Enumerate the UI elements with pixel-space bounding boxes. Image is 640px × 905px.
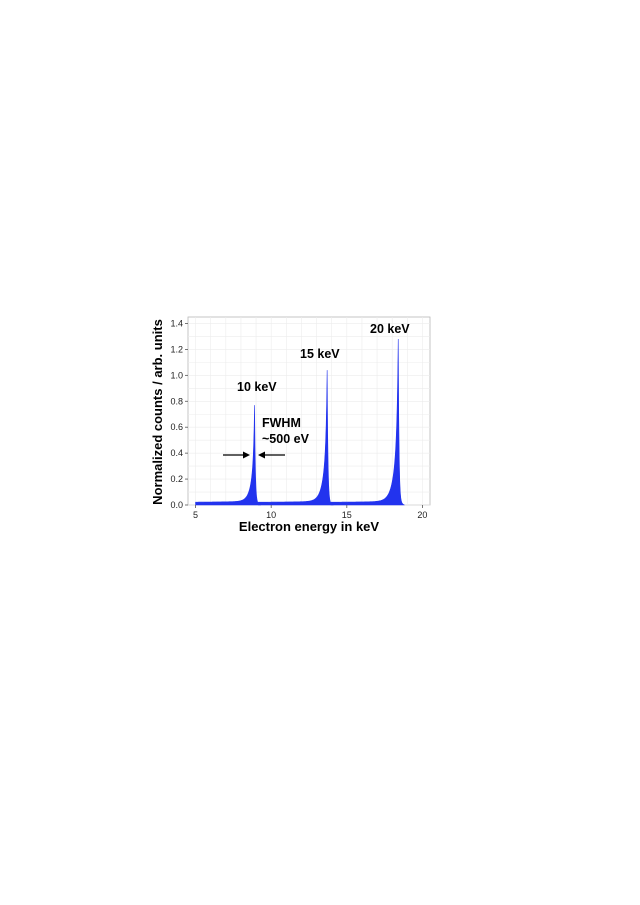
spectrum-peak-1 (195, 405, 261, 506)
fwhm-arrow-left (223, 451, 250, 459)
y-tick-label: 0.0 (170, 500, 183, 510)
y-tick-label: 0.4 (170, 448, 183, 458)
x-tick-label: 20 (417, 510, 427, 520)
x-axis-title: Electron energy in keV (239, 519, 379, 534)
peak-label-20kev: 20 keV (370, 322, 410, 336)
y-tick-label: 1.2 (170, 344, 183, 354)
axis-ticks: 0.0 0.2 0.4 0.6 0.8 1.0 1.2 1.4 5 10 15 20 (170, 318, 427, 520)
spectrum-peak-2 (258, 370, 334, 506)
grid (188, 317, 430, 506)
fwhm-label: FWHM (262, 416, 301, 430)
y-tick-label: 1.4 (170, 318, 183, 328)
x-tick-label: 15 (342, 510, 352, 520)
fwhm-arrow-right (258, 451, 285, 459)
peak-label-10kev: 10 keV (237, 380, 277, 394)
peak-label-15kev: 15 keV (300, 347, 340, 361)
y-axis-title: Normalized counts / arb. units (150, 319, 165, 505)
spectrum-peak-3 (330, 339, 405, 506)
series-areas (195, 339, 405, 506)
plot-background (187, 316, 431, 506)
y-tick-label: 0.6 (170, 422, 183, 432)
y-tick-label: 0.2 (170, 474, 183, 484)
y-tick-label: 1.0 (170, 370, 183, 380)
x-tick-label: 10 (266, 510, 276, 520)
x-tick-label: 5 (193, 510, 198, 520)
fwhm-value-label: ~500 eV (262, 432, 310, 446)
y-tick-label: 0.8 (170, 396, 183, 406)
